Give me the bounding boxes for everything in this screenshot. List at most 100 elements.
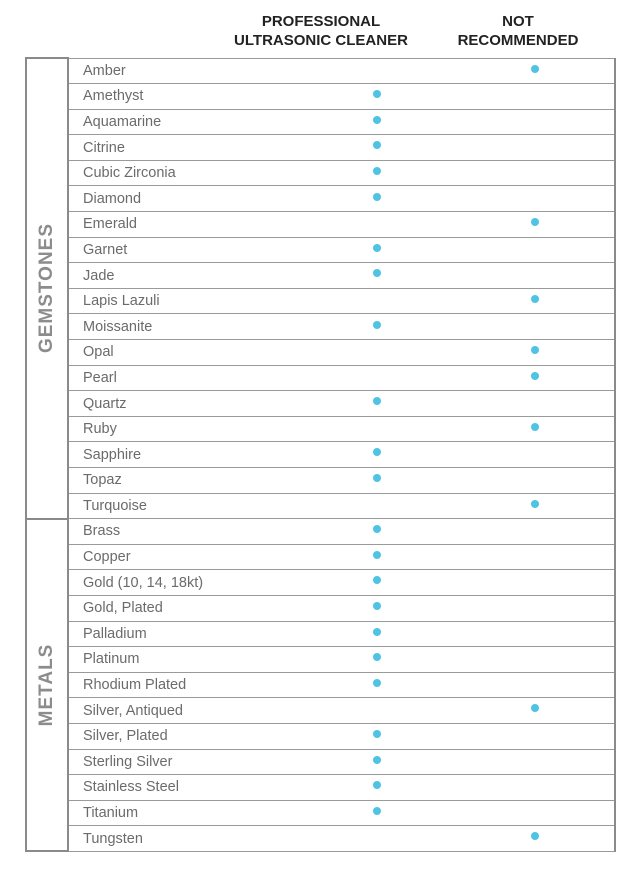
table-row: Diamond — [26, 185, 616, 213]
material-name: Copper — [67, 543, 298, 571]
not-recommended-cell — [456, 697, 616, 724]
dot-indicator-icon — [531, 422, 539, 431]
table-row: METALS Brass — [25, 517, 616, 853]
table-row: Sterling Silver — [26, 748, 616, 776]
dot-indicator-icon — [373, 269, 381, 278]
table-row: Aquamarine — [26, 108, 616, 136]
dot-indicator-icon — [531, 704, 539, 713]
dot-indicator-icon — [373, 730, 381, 738]
material-name: Titanium — [67, 799, 298, 827]
table-row: Rhodium Plated — [26, 671, 616, 699]
professional-cell — [298, 543, 456, 571]
table-row: Emerald — [26, 211, 616, 238]
not-recommended-cell — [456, 646, 616, 673]
table-row: Opal — [26, 339, 616, 366]
dot-indicator-icon — [531, 499, 539, 508]
category-label: METALS — [36, 643, 57, 727]
dot-indicator-icon — [373, 678, 381, 687]
material-name: Garnet — [67, 236, 298, 264]
table-row: Sapphire — [26, 441, 616, 468]
material-name: Ruby — [67, 415, 298, 443]
professional-cell — [298, 774, 456, 801]
not-recommended-cell — [456, 390, 616, 417]
header-line: RECOMMENDED — [457, 32, 579, 49]
not-recommended-cell — [456, 134, 616, 161]
material-name: Topaz — [67, 467, 298, 494]
not-recommended-cell — [456, 774, 616, 801]
category-label: GEMSTONES — [36, 223, 57, 354]
header-line: NOT — [502, 13, 534, 30]
not-recommended-cell — [456, 594, 616, 622]
dot-indicator-icon — [373, 115, 381, 124]
not-recommended-cell — [456, 262, 616, 289]
table-row: Cubic Zirconia — [26, 159, 616, 187]
table-row: Garnet — [26, 236, 616, 264]
not-recommended-cell — [456, 415, 616, 443]
not-recommended-cell — [456, 57, 616, 85]
professional-cell — [298, 620, 456, 648]
table-row: Silver, Antiqued — [26, 697, 616, 724]
material-name: Turquoise — [67, 492, 298, 520]
table-row: Silver, Plated — [26, 722, 616, 750]
professional-cell — [298, 108, 456, 136]
not-recommended-cell — [456, 313, 616, 341]
table-row: Citrine — [26, 134, 616, 161]
material-name: Silver, Antiqued — [67, 697, 298, 724]
dot-indicator-icon — [373, 90, 381, 99]
material-name: Gold, Plated — [67, 594, 298, 622]
material-name: Sterling Silver — [67, 748, 298, 776]
professional-cell — [298, 159, 456, 187]
header-not-recommended: NOT RECOMMENDED — [430, 12, 606, 50]
material-name: Brass — [67, 518, 298, 545]
material-name: Stainless Steel — [67, 774, 298, 801]
dot-indicator-icon — [373, 576, 381, 585]
material-name: Lapis Lazuli — [67, 287, 298, 315]
dot-indicator-icon — [373, 525, 381, 534]
table-row: Titanium — [26, 799, 616, 827]
table-row: Stainless Steel — [26, 774, 616, 801]
not-recommended-cell — [456, 159, 616, 187]
not-recommended-cell — [456, 671, 616, 699]
table-row: Topaz — [26, 467, 616, 494]
table-row: Jade — [26, 262, 616, 289]
not-recommended-cell — [456, 364, 616, 392]
material-name: Diamond — [67, 185, 298, 213]
table-row: Amethyst — [26, 83, 616, 110]
material-name: Citrine — [67, 134, 298, 161]
professional-cell — [298, 492, 456, 520]
professional-cell — [298, 722, 456, 750]
dot-indicator-icon — [531, 64, 539, 73]
table-row: Copper — [26, 543, 616, 571]
professional-cell — [298, 57, 456, 85]
table-row: Pearl — [26, 364, 616, 392]
professional-cell — [298, 697, 456, 724]
dot-indicator-icon — [531, 832, 539, 841]
not-recommended-cell — [456, 287, 616, 315]
table-row: Palladium — [26, 620, 616, 648]
material-name: Emerald — [67, 211, 298, 238]
professional-cell — [298, 671, 456, 699]
material-name: Amber — [67, 57, 298, 85]
not-recommended-cell — [456, 620, 616, 648]
material-name: Platinum — [67, 646, 298, 673]
professional-cell — [298, 262, 456, 289]
table-row: Quartz — [26, 390, 616, 417]
table-row: Gold (10, 14, 18kt) — [26, 569, 616, 596]
professional-cell — [298, 799, 456, 827]
dot-indicator-icon — [373, 243, 381, 252]
not-recommended-cell — [456, 825, 616, 852]
not-recommended-cell — [456, 339, 616, 366]
material-name: Amethyst — [67, 83, 298, 110]
not-recommended-cell — [456, 569, 616, 596]
professional-cell — [298, 287, 456, 315]
dot-indicator-icon — [531, 294, 539, 303]
material-name: Tungsten — [67, 825, 298, 852]
material-name: Sapphire — [67, 441, 298, 468]
professional-cell — [298, 748, 456, 776]
dot-indicator-icon — [373, 166, 381, 175]
material-name: Rhodium Plated — [67, 671, 298, 699]
table-row: Gold, Plated — [26, 594, 616, 622]
cleaning-compatibility-table: GEMSTONES Amber Amethyst Aquamarine Citrine C… — [25, 57, 616, 853]
professional-cell — [298, 83, 456, 110]
header-line: ULTRASONIC CLEANER — [234, 32, 408, 49]
